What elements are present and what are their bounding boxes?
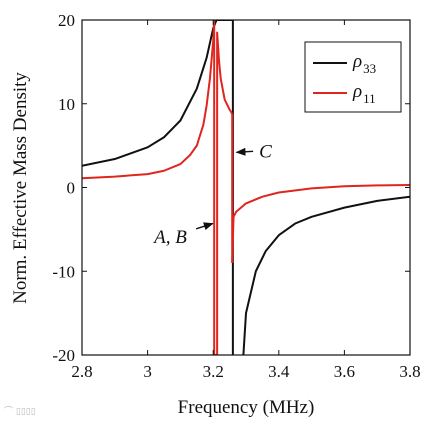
y-axis-title: Norm. Effective Mass Density — [10, 72, 31, 304]
x-tick-label: 3 — [143, 362, 152, 381]
x-tick-label: 3.8 — [399, 362, 420, 381]
annotations: C A, B — [152, 141, 272, 247]
y-tick-label: -10 — [52, 262, 75, 281]
x-ticks: 2.8 3 3.2 3.4 3.6 3.8 — [71, 20, 421, 381]
y-tick-label: 20 — [58, 11, 75, 30]
watermark: ⌒ ▯▯▯▯ — [4, 407, 36, 417]
y-tick-label: -20 — [52, 346, 75, 365]
legend-box — [304, 41, 402, 113]
legend-label-33: ρ33 — [352, 51, 376, 76]
x-tick-label: 3.4 — [268, 362, 290, 381]
annotation-label: C — [259, 141, 272, 162]
annotation-arrow — [235, 147, 254, 156]
y-tick-label: 0 — [67, 179, 76, 198]
y-ticks: -20 -10 0 10 20 — [52, 11, 410, 365]
series-11-line-1 — [82, 20, 216, 180]
series-11-line-4 — [231, 183, 410, 263]
x-tick-label: 2.8 — [71, 362, 92, 381]
series-33-line-4 — [242, 195, 410, 355]
y-tick-label: 10 — [58, 95, 75, 114]
legend-label-11: ρ11 — [352, 81, 376, 106]
annotation-label: A, B — [152, 227, 187, 248]
x-tick-label: 3.2 — [203, 362, 224, 381]
series-11-line-2 — [213, 20, 233, 355]
x-axis-title: Frequency (MHz) — [178, 397, 315, 418]
annotation-arrow — [195, 222, 214, 231]
series-11 — [82, 20, 410, 355]
series-33-line-1 — [82, 20, 218, 167]
series-layer — [82, 20, 410, 355]
x-tick-label: 3.6 — [334, 362, 355, 381]
